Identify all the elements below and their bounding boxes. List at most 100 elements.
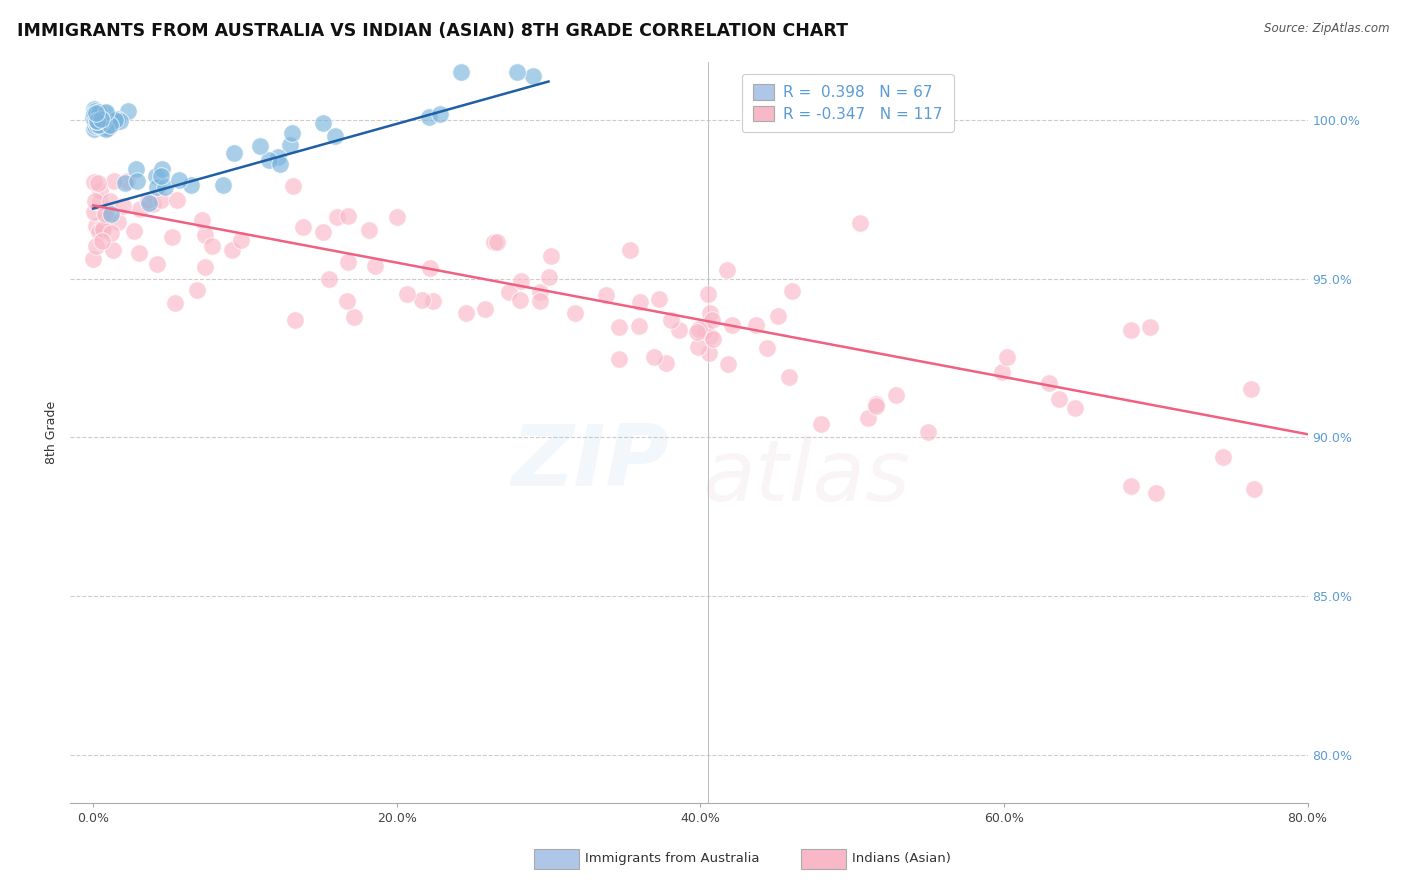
Point <box>716 357 738 371</box>
Point <box>848 216 870 230</box>
Point <box>221 243 243 257</box>
Point <box>84 239 107 253</box>
Point <box>84 105 107 120</box>
Point <box>110 114 132 128</box>
Point <box>780 284 803 298</box>
Point <box>745 318 768 333</box>
Point <box>87 112 110 126</box>
Point <box>114 176 136 190</box>
Point <box>160 230 183 244</box>
Point <box>1047 392 1070 407</box>
Text: Indians (Asian): Indians (Asian) <box>852 852 950 864</box>
Point <box>509 293 531 307</box>
Point <box>450 65 472 79</box>
Point <box>89 116 111 130</box>
Point <box>186 284 208 298</box>
Point <box>564 306 586 320</box>
Point <box>83 102 105 116</box>
Point <box>292 220 315 235</box>
Point <box>1038 376 1060 390</box>
Point <box>510 274 533 288</box>
Point <box>89 114 111 128</box>
Point <box>83 175 105 189</box>
Point <box>1064 401 1087 416</box>
Point <box>128 246 150 260</box>
Point <box>129 202 152 216</box>
Point <box>90 234 112 248</box>
Y-axis label: 8th Grade: 8th Grade <box>45 401 59 464</box>
Point <box>94 204 117 219</box>
Point <box>267 150 290 164</box>
Point <box>418 111 440 125</box>
Point <box>249 139 271 153</box>
Point <box>323 129 346 144</box>
Point <box>191 213 214 227</box>
Point <box>90 113 112 128</box>
Legend: R =  0.398   N = 67, R = -0.347   N = 117: R = 0.398 N = 67, R = -0.347 N = 117 <box>742 74 953 133</box>
Point <box>336 293 359 308</box>
Point <box>856 410 879 425</box>
Point <box>86 118 108 132</box>
Point <box>522 69 544 83</box>
Point <box>150 169 173 183</box>
Point <box>103 244 125 258</box>
Point <box>194 260 217 274</box>
Point <box>628 319 651 334</box>
Point <box>82 252 104 266</box>
Point <box>619 243 641 257</box>
Point <box>150 162 173 177</box>
Point <box>281 179 304 194</box>
Point <box>607 351 630 366</box>
Point <box>122 224 145 238</box>
Point <box>150 193 173 207</box>
Point <box>86 219 108 233</box>
Point <box>229 233 252 247</box>
Point <box>86 114 108 128</box>
Point <box>865 399 887 413</box>
Point <box>257 153 280 167</box>
Point <box>312 225 335 239</box>
Point <box>716 263 738 277</box>
Point <box>778 370 800 384</box>
Text: Immigrants from Australia: Immigrants from Australia <box>585 852 759 864</box>
Point <box>89 194 111 209</box>
Point <box>884 388 907 402</box>
Point <box>89 225 111 239</box>
Point <box>529 293 551 308</box>
Point <box>83 204 105 219</box>
Point <box>697 346 720 360</box>
Point <box>87 104 110 119</box>
Point <box>125 161 148 176</box>
Point <box>100 206 122 220</box>
Point <box>82 112 104 126</box>
Point <box>865 397 887 411</box>
Point <box>917 425 939 439</box>
Text: ZIP: ZIP <box>512 421 669 504</box>
Point <box>702 313 724 327</box>
Point <box>89 114 111 128</box>
Point <box>538 269 561 284</box>
Point <box>385 210 408 224</box>
Point <box>454 306 477 320</box>
Point <box>98 118 121 132</box>
Point <box>702 332 724 346</box>
Point <box>155 179 177 194</box>
Point <box>201 239 224 253</box>
Point <box>991 365 1014 379</box>
Point <box>84 112 107 126</box>
Point <box>127 174 149 188</box>
Point <box>482 235 505 249</box>
Point <box>628 295 651 310</box>
Point <box>169 173 191 187</box>
Point <box>91 113 114 128</box>
Point <box>89 184 111 198</box>
Point <box>755 341 778 355</box>
Point <box>695 324 717 338</box>
Text: atlas: atlas <box>703 435 911 518</box>
Point <box>337 209 360 223</box>
Point <box>100 226 122 240</box>
Point <box>529 285 551 300</box>
Point <box>595 288 617 302</box>
Point <box>84 120 107 134</box>
Point <box>96 116 118 130</box>
